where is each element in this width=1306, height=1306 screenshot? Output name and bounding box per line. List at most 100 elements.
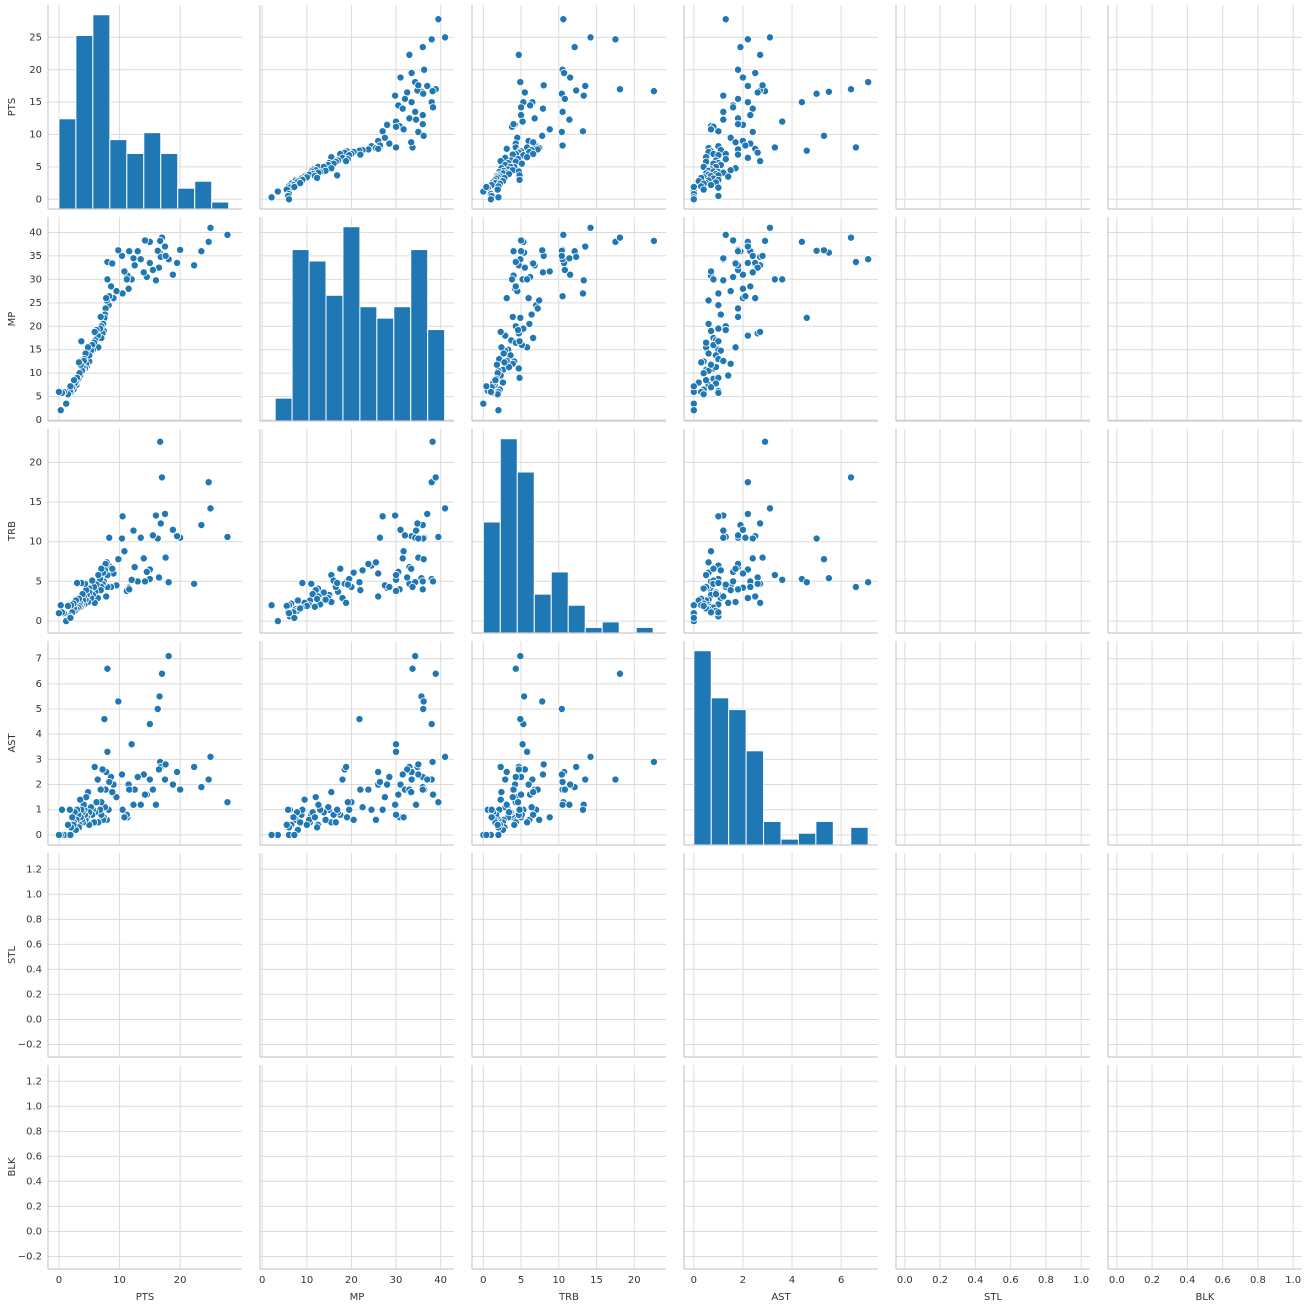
scatter-point bbox=[293, 596, 302, 605]
y-tick-label: 4 bbox=[36, 729, 42, 740]
scatter-point bbox=[396, 525, 405, 534]
scatter-point bbox=[154, 765, 163, 774]
scatter-point bbox=[709, 564, 718, 573]
scatter-point bbox=[535, 815, 544, 824]
scatter-point bbox=[331, 818, 340, 827]
y-tick-label: 30 bbox=[29, 274, 42, 285]
scatter-point bbox=[342, 157, 351, 166]
scatter-point bbox=[812, 534, 821, 543]
scatter-point bbox=[374, 592, 383, 601]
y-tick-label: 10 bbox=[29, 537, 42, 548]
scatter-point bbox=[296, 604, 305, 613]
scatter-point bbox=[441, 504, 450, 513]
scatter-point bbox=[699, 185, 708, 194]
scatter-point bbox=[734, 247, 743, 256]
scatter-point bbox=[482, 182, 491, 191]
scatter-point bbox=[378, 805, 387, 814]
scatter-point bbox=[206, 504, 215, 513]
scatter-point bbox=[572, 252, 581, 261]
y-tick-label: 6 bbox=[36, 679, 42, 690]
scatter-point bbox=[530, 114, 539, 123]
x-tick-label: 10 bbox=[300, 1275, 313, 1286]
scatter-point bbox=[714, 127, 723, 136]
scatter-point bbox=[566, 73, 575, 82]
scatter-point bbox=[164, 578, 173, 587]
scatter-point bbox=[743, 153, 752, 162]
scatter-point bbox=[707, 125, 716, 134]
scatter-point bbox=[112, 287, 121, 296]
scatter-point bbox=[502, 800, 511, 809]
scatter-point bbox=[719, 91, 728, 100]
scatter-point bbox=[176, 245, 185, 254]
scatter-point bbox=[197, 247, 206, 256]
scatter-point bbox=[412, 115, 421, 124]
scatter-point bbox=[411, 652, 420, 661]
scatter-point bbox=[482, 382, 491, 391]
scatter-point bbox=[707, 360, 716, 369]
scatter-point bbox=[405, 114, 414, 123]
scatter-point bbox=[423, 81, 432, 90]
x-tick-label: 0.0 bbox=[1109, 1275, 1125, 1286]
scatter-point bbox=[358, 803, 367, 812]
scatter-point bbox=[523, 818, 532, 827]
scatter-point bbox=[515, 373, 524, 382]
scatter-point bbox=[761, 437, 770, 446]
scatter-point bbox=[753, 579, 762, 588]
scatter-point bbox=[120, 813, 129, 822]
scatter-point bbox=[731, 343, 740, 352]
scatter-point bbox=[423, 775, 432, 784]
scatter-point bbox=[538, 104, 547, 113]
scatter-point bbox=[719, 592, 728, 601]
scatter-point bbox=[367, 805, 376, 814]
panel bbox=[895, 217, 1090, 422]
scatter-point bbox=[734, 531, 743, 540]
scatter-point bbox=[502, 767, 511, 776]
scatter-point bbox=[748, 268, 757, 277]
scatter-point bbox=[520, 692, 529, 701]
scatter-point bbox=[758, 81, 767, 90]
scatter-point bbox=[615, 669, 624, 678]
scatter-point bbox=[721, 580, 730, 589]
x-axis-label: STL bbox=[984, 1292, 1002, 1303]
scatter-point bbox=[136, 255, 145, 264]
scatter-point bbox=[743, 35, 752, 44]
panel bbox=[471, 641, 666, 846]
scatter-point bbox=[864, 255, 873, 264]
scatter-point bbox=[62, 399, 71, 408]
scatter-point bbox=[127, 740, 136, 749]
scatter-point bbox=[56, 406, 65, 415]
scatter-point bbox=[743, 331, 752, 340]
scatter-point bbox=[497, 788, 506, 797]
scatter-point bbox=[77, 337, 86, 346]
scatter-point bbox=[529, 810, 538, 819]
scatter-point bbox=[502, 144, 511, 153]
scatter-point bbox=[748, 554, 757, 563]
scatter-point bbox=[517, 236, 526, 245]
scatter-point bbox=[501, 775, 510, 784]
scatter-point bbox=[559, 15, 568, 24]
scatter-point bbox=[586, 33, 595, 42]
histogram-bar bbox=[516, 471, 535, 634]
scatter-point bbox=[398, 770, 407, 779]
panel bbox=[259, 853, 454, 1058]
histogram-bar bbox=[274, 397, 293, 422]
histogram-bar bbox=[143, 132, 162, 210]
scatter-point bbox=[731, 138, 740, 147]
scatter-point bbox=[560, 785, 569, 794]
y-tick-label: 0 bbox=[36, 830, 42, 841]
y-axis-label: AST bbox=[7, 732, 18, 752]
scatter-point bbox=[298, 578, 307, 587]
scatter-point bbox=[778, 117, 787, 126]
scatter-point bbox=[496, 762, 505, 771]
panel bbox=[259, 429, 454, 634]
scatter-point bbox=[383, 780, 392, 789]
scatter-point bbox=[748, 534, 757, 543]
scatter-point bbox=[719, 356, 728, 365]
panel bbox=[683, 5, 878, 210]
x-tick-label: 0 bbox=[56, 1275, 62, 1286]
scatter-point bbox=[56, 601, 65, 610]
scatter-point bbox=[689, 195, 698, 204]
scatter-point bbox=[133, 247, 142, 256]
panel bbox=[259, 217, 454, 422]
